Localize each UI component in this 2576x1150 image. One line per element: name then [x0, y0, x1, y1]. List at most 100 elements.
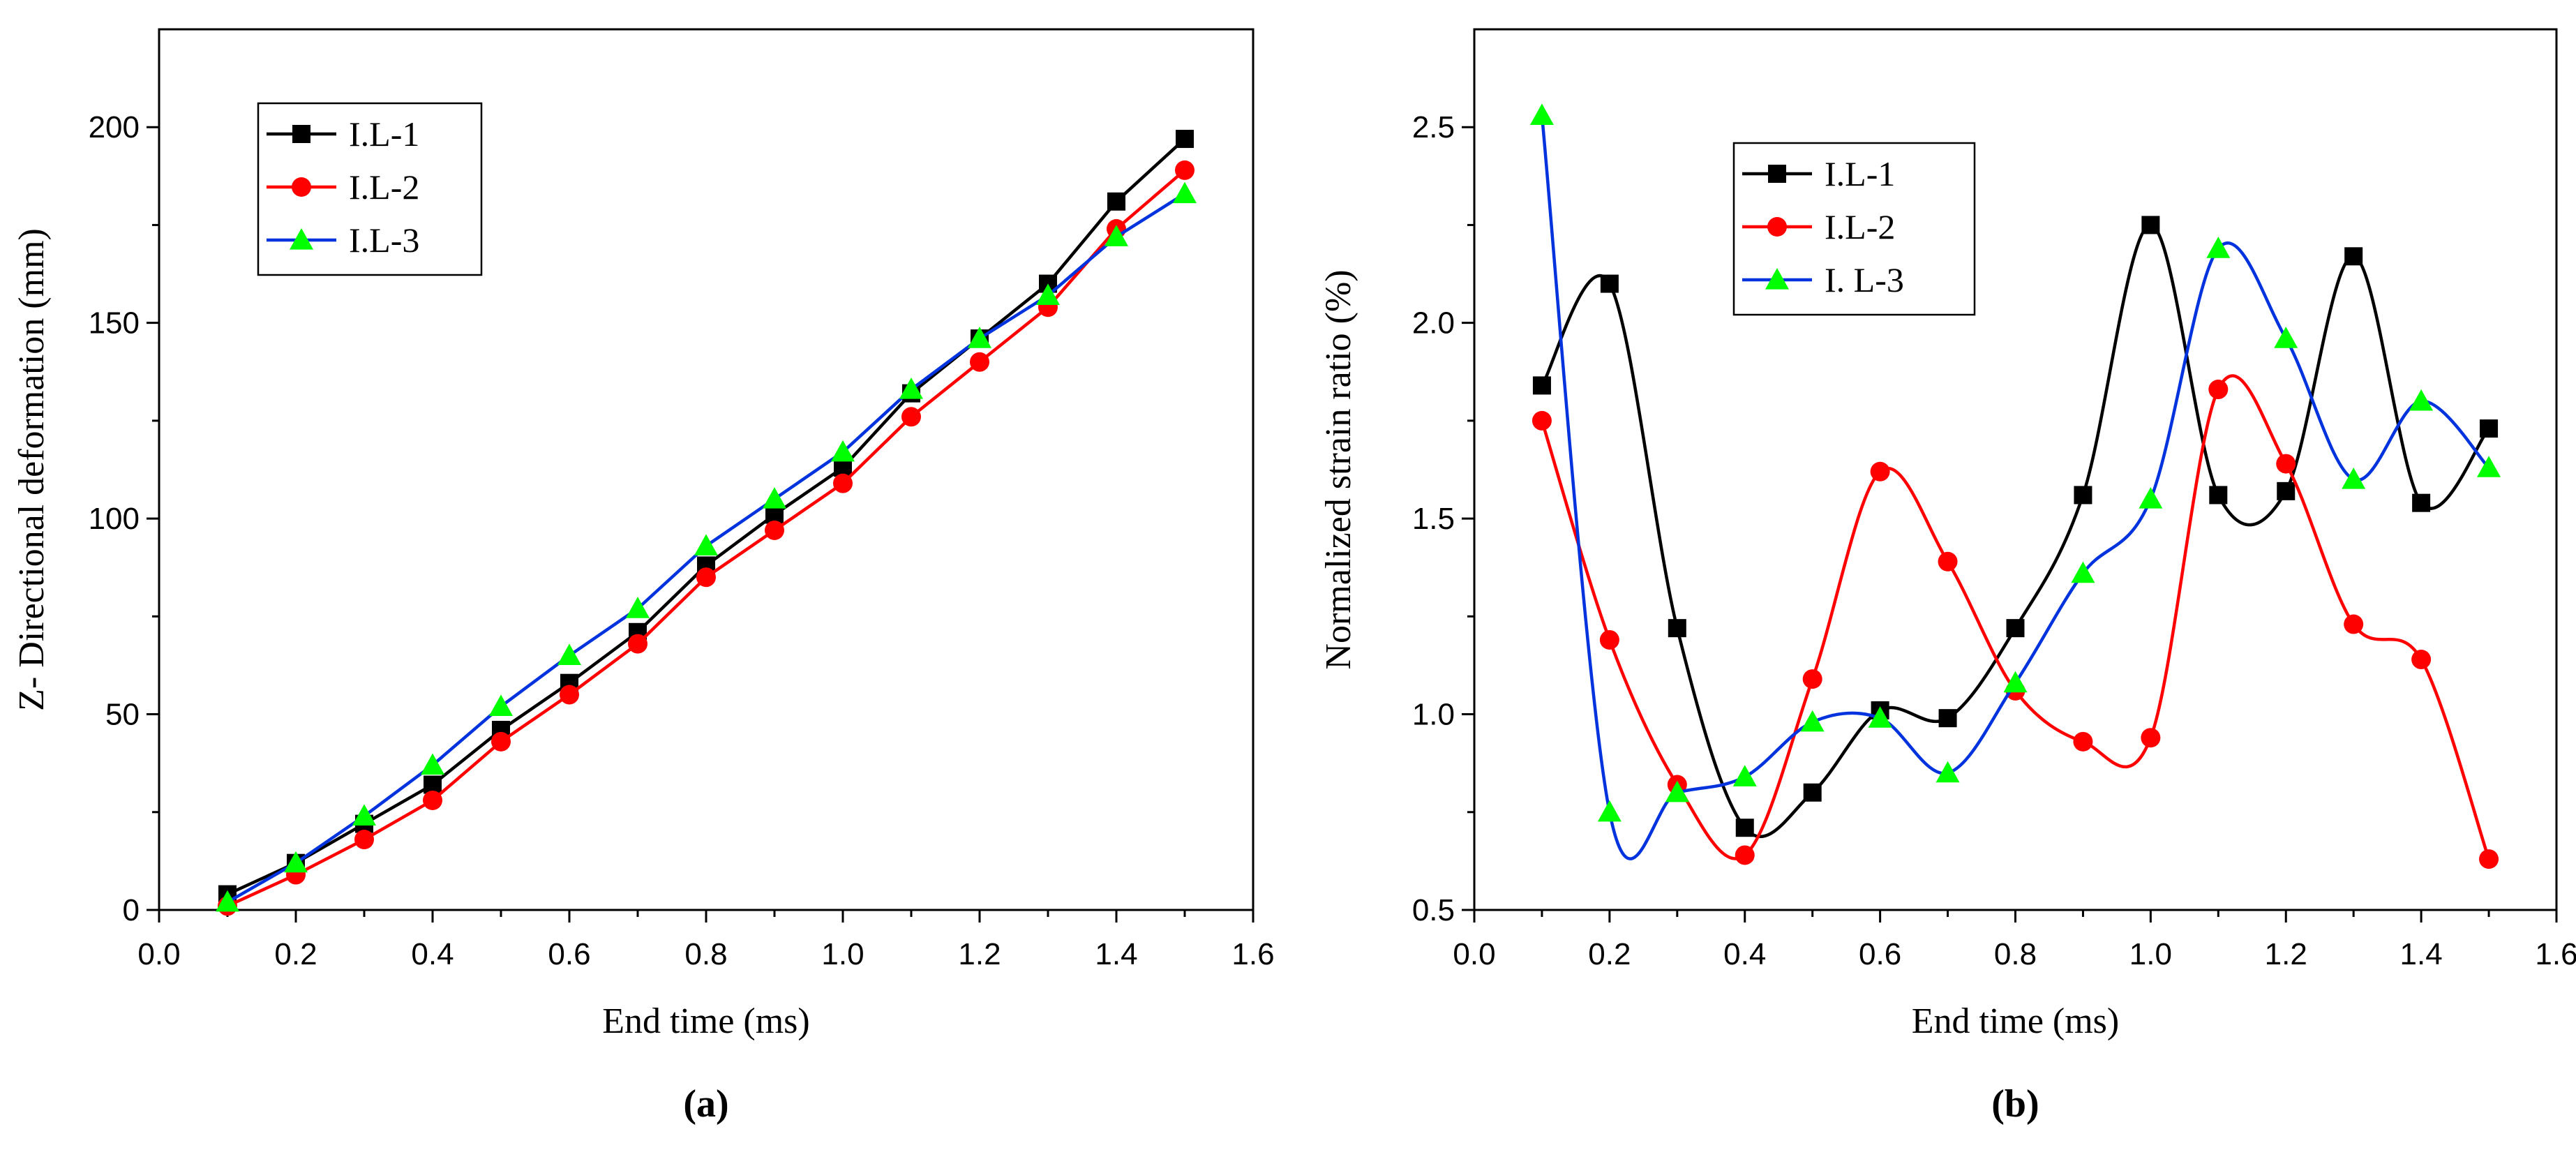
y-tick-label: 100 — [89, 502, 140, 536]
data-point — [1935, 761, 1960, 783]
chart-panel-b: 0.0 0.2 0.4 0.6 0.8 1.0 1.2 1.4 1.6 0.5 1.0 1.5 2.0 2… — [1319, 28, 2576, 1126]
data-point — [2480, 419, 2499, 438]
data-point — [2411, 650, 2432, 670]
x-tick-label: 0.8 — [1994, 937, 2037, 971]
y-tick-label: 1.0 — [1412, 698, 1455, 732]
legend-label: I. L-3 — [1825, 260, 1904, 299]
data-point — [2209, 486, 2228, 505]
data-point — [423, 790, 442, 810]
y-tick-label: 0.5 — [1412, 893, 1455, 927]
panel-label: (a) — [683, 1082, 728, 1126]
legend: I.L-1 I.L-2 I.L-3 — [257, 102, 483, 276]
y-tick-label: 2.5 — [1412, 110, 1455, 144]
y-tick-label: 0 — [123, 893, 140, 927]
x-tick-label: 0.0 — [1453, 937, 1495, 971]
data-point — [1938, 551, 1958, 572]
data-point — [2206, 237, 2231, 258]
series-line — [1541, 223, 2490, 839]
data-point — [1735, 845, 1755, 865]
data-point — [354, 830, 374, 850]
data-point — [831, 440, 855, 462]
data-point — [2344, 247, 2363, 266]
x-tick-label: 1.0 — [2129, 937, 2172, 971]
data-point — [968, 327, 991, 348]
x-tick-label: 0.6 — [1859, 937, 1901, 971]
data-point — [1599, 629, 1619, 650]
legend-marker — [1765, 268, 1789, 290]
plot-frame — [1473, 28, 2558, 911]
data-point — [2208, 380, 2229, 400]
data-point — [2409, 389, 2434, 411]
series-1 — [1532, 216, 2499, 839]
data-point — [2277, 481, 2296, 500]
data-point — [970, 352, 989, 372]
data-point — [1802, 669, 1822, 689]
legend-label: I.L-1 — [1825, 154, 1895, 193]
data-point — [352, 804, 376, 826]
x-tick-label: 1.0 — [821, 937, 864, 971]
data-point — [2477, 456, 2501, 477]
data-point — [2479, 849, 2499, 869]
data-point — [765, 520, 784, 540]
data-point — [1104, 225, 1128, 246]
x-tick-label: 1.2 — [958, 937, 1001, 971]
x-tick-label: 0.4 — [411, 937, 454, 971]
y-tick-label: 150 — [89, 306, 140, 341]
data-point — [1176, 130, 1194, 149]
data-point — [2141, 216, 2160, 234]
data-point — [833, 473, 853, 493]
data-point — [1175, 160, 1195, 180]
x-tick-label: 0.6 — [548, 937, 590, 971]
x-tick-label: 1.6 — [1231, 937, 1274, 971]
data-point — [1597, 800, 1622, 822]
data-point — [1600, 274, 1619, 293]
x-tick-label: 0.4 — [1723, 937, 1766, 971]
y-tick-label: 1.5 — [1412, 502, 1455, 536]
data-point — [1107, 192, 1125, 211]
legend: I.L-1 I.L-2 I. L-3 — [1732, 142, 1976, 316]
data-point — [1173, 181, 1197, 204]
panel-label: (b) — [1991, 1082, 2039, 1126]
y-axis-title: Z- Directional deformation (mm) — [12, 228, 52, 711]
series-3 — [1529, 103, 2501, 860]
y-tick-label: 50 — [105, 698, 140, 732]
data-point — [626, 597, 650, 618]
legend-marker — [1767, 217, 1787, 237]
data-point — [694, 534, 718, 555]
data-point — [1036, 283, 1060, 306]
legend-label: I.L-3 — [349, 221, 419, 260]
data-point — [2006, 619, 2025, 638]
x-tick-label: 0.8 — [684, 937, 727, 971]
data-point — [899, 378, 923, 399]
data-point — [1870, 461, 1890, 481]
x-axis-title: End time (ms) — [1912, 1001, 2120, 1041]
series-line — [1540, 115, 2490, 860]
series-1 — [218, 130, 1194, 904]
y-tick-label: 200 — [89, 110, 140, 144]
legend-marker — [292, 125, 310, 143]
data-point — [1665, 780, 1689, 802]
legend-label: I.L-1 — [349, 114, 419, 154]
data-point — [421, 753, 444, 775]
data-point — [2342, 468, 2366, 489]
data-point — [1529, 103, 1554, 125]
data-point — [1800, 710, 1825, 732]
data-point — [284, 851, 308, 873]
data-point — [2276, 454, 2296, 474]
y-axis-title: Normalized strain ratio (%) — [1319, 269, 1358, 669]
data-point — [763, 487, 786, 509]
data-point — [491, 731, 511, 752]
data-point — [557, 643, 581, 666]
data-point — [2412, 493, 2431, 512]
x-tick-label: 0.0 — [137, 937, 180, 971]
data-point — [1532, 410, 1552, 431]
x-tick-label: 1.4 — [2400, 937, 2443, 971]
legend-label: I.L-2 — [349, 167, 419, 207]
x-tick-label: 0.2 — [274, 937, 317, 971]
chart-panel-a: 0.0 0.2 0.4 0.6 0.8 1.0 1.2 1.4 1.6 0 50 100 150 200 E… — [12, 28, 1275, 1126]
x-tick-label: 1.4 — [1095, 937, 1137, 971]
y-tick-label: 2.0 — [1412, 306, 1455, 341]
data-point — [696, 567, 716, 588]
legend-marker — [290, 228, 313, 250]
